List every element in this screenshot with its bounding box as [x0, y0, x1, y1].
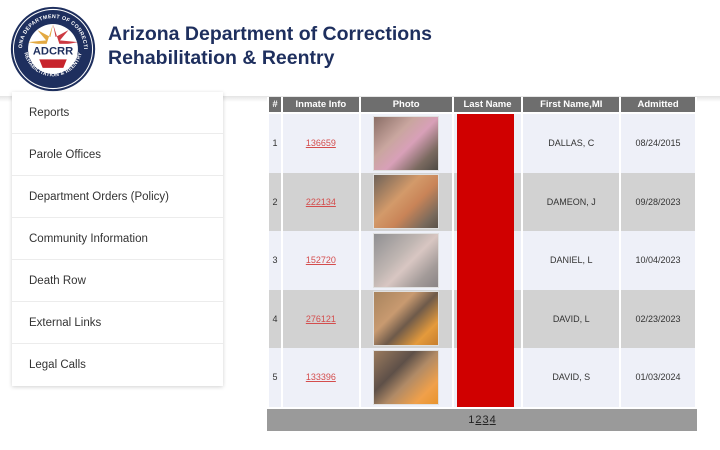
sidebar-item-legal-calls[interactable]: Legal Calls [29, 359, 86, 371]
row-number: 5 [269, 348, 281, 407]
last-name-redaction-bar [457, 114, 514, 407]
inmate-id-link[interactable]: 222134 [305, 196, 336, 207]
row-number: 1 [269, 114, 281, 173]
first-name-cell: DAMEON, J [523, 172, 620, 231]
admitted-date-cell: 10/04/2023 [621, 231, 695, 290]
row-number: 2 [269, 172, 281, 231]
site-title-line-1: Arizona Department of Corrections [108, 23, 432, 45]
inmate-photo-blurred [373, 291, 440, 347]
page-link-3[interactable]: 3 [482, 414, 489, 426]
table-row: 5 133396 DAVID, S 01/03/2024 [269, 348, 695, 407]
inmate-id-link[interactable]: 133396 [305, 372, 336, 383]
sidebar-item-community-information[interactable]: Community Information [12, 218, 223, 260]
col-header-first-name: First Name,MI [523, 97, 620, 114]
first-name-cell: DANIEL, L [523, 231, 620, 290]
row-number: 4 [269, 289, 281, 348]
admitted-date-cell: 02/23/2023 [621, 289, 695, 348]
sidebar-item-reports[interactable]: Reports [12, 92, 223, 134]
inmate-photo-blurred [373, 174, 440, 230]
page-link-4[interactable]: 4 [489, 414, 496, 426]
admitted-date-cell: 08/24/2015 [621, 114, 695, 173]
sidebar-item-department-orders[interactable]: Department Orders (Policy) [12, 176, 223, 218]
row-number: 3 [269, 231, 281, 290]
col-header-admitted: Admitted [621, 97, 695, 114]
sidebar-item-death-row[interactable]: Death Row [12, 260, 223, 302]
pagination: 1234 [267, 409, 697, 431]
col-header-last-name: Last Name [453, 97, 522, 114]
admitted-date-cell: 09/28/2023 [621, 172, 695, 231]
admitted-date-cell: 01/03/2024 [621, 348, 695, 407]
sidebar-item-external-links[interactable]: External Links [12, 302, 223, 344]
sidebar-nav: Reports Parole Offices Department Orders… [12, 92, 223, 386]
inmate-id-link[interactable]: 136659 [305, 138, 336, 149]
site-header: ADCRR ARIZONA DEPARTMENT OF CORRECTIONS … [0, 0, 720, 96]
inmate-photo-blurred [373, 232, 440, 288]
first-name-cell: DALLAS, C [523, 114, 620, 173]
inmate-results: # Inmate Info Photo Last Name First Name… [267, 97, 697, 407]
inmate-id-link[interactable]: 276121 [305, 313, 336, 324]
col-header-inmate-info: Inmate Info [282, 97, 359, 114]
inmate-id-link[interactable]: 152720 [305, 255, 336, 266]
sidebar-item-parole-offices[interactable]: Parole Offices [12, 134, 223, 176]
page-current: 1 [468, 414, 475, 426]
page-link-2[interactable]: 2 [475, 414, 482, 426]
site-title[interactable]: Arizona Department of Corrections Rehabi… [108, 22, 432, 70]
inmate-photo-blurred [373, 349, 440, 405]
first-name-cell: DAVID, S [523, 348, 620, 407]
adcrr-seal-logo[interactable]: ADCRR ARIZONA DEPARTMENT OF CORRECTIONS … [10, 6, 96, 92]
inmate-photo-blurred [373, 115, 440, 171]
table-header-row: # Inmate Info Photo Last Name First Name… [269, 97, 695, 114]
seal-text: ADCRR [33, 46, 73, 58]
col-header-photo: Photo [360, 97, 452, 114]
col-header-number: # [269, 97, 281, 114]
first-name-cell: DAVID, L [523, 289, 620, 348]
site-title-line-2: Rehabilitation & Reentry [108, 47, 335, 69]
